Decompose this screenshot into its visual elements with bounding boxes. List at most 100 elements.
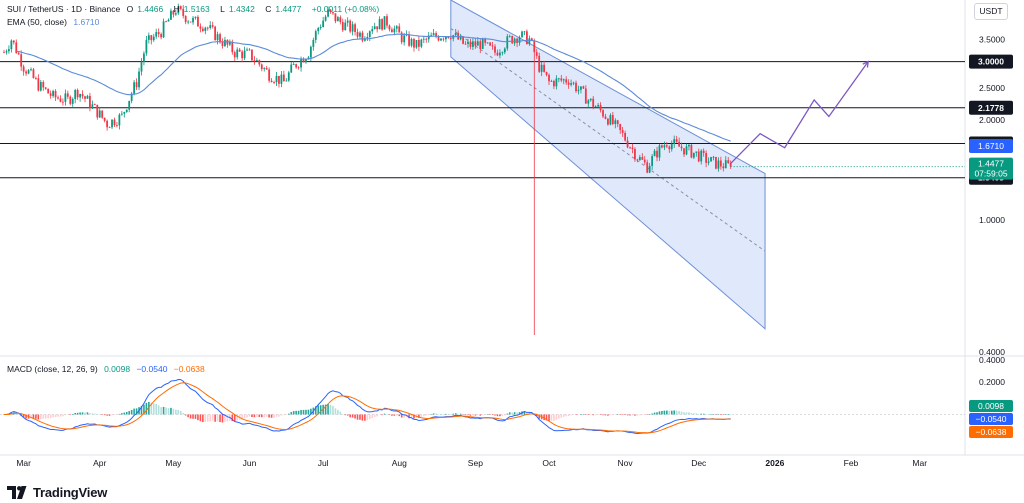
ema-price-label: 1.6710 (978, 141, 1004, 151)
macd-histogram-bar (450, 414, 452, 415)
macd-histogram-bar (378, 414, 381, 415)
level-price-badge (969, 54, 1013, 69)
macd-histogram-bar (599, 414, 602, 415)
macd-histogram-bar (423, 414, 425, 417)
macd-histogram-bar (710, 414, 712, 415)
macd-histogram-bar (523, 411, 526, 415)
candle-body (584, 88, 587, 104)
candle-body (184, 15, 187, 23)
macd-histogram-bar (233, 414, 236, 422)
x-tick-label: Dec (691, 458, 707, 468)
macd-histogram-bar (209, 414, 212, 422)
macd-histogram-bar (145, 402, 148, 415)
candle-body (290, 64, 293, 73)
macd-histogram-bar (504, 414, 506, 416)
candle-body (25, 71, 27, 74)
candle-body (12, 40, 15, 43)
candle-body (442, 38, 445, 40)
macd-y-tick-label: 0.2000 (979, 377, 1005, 387)
candle-body (52, 91, 54, 96)
candle-body (135, 82, 138, 88)
candle-body (550, 80, 553, 82)
macd-histogram-bar (59, 414, 62, 417)
currency-button[interactable]: USDT (974, 3, 1008, 20)
candle-body (555, 78, 558, 87)
macd-histogram-bar (651, 413, 653, 415)
macd-histogram-bar (361, 414, 364, 421)
candle-body (275, 75, 278, 83)
candle-body (246, 49, 248, 51)
macd-histogram-bar (678, 411, 680, 415)
open-label: O (126, 4, 134, 14)
macd-histogram-bar (364, 414, 366, 421)
candle-body (49, 93, 52, 96)
candle-body (54, 91, 57, 98)
candle-body (238, 49, 241, 52)
macd-histogram-bar (22, 414, 25, 418)
macd-histogram-bar (133, 408, 135, 415)
candle-body (467, 41, 469, 44)
candle-body (481, 38, 484, 49)
macd-histogram-bar (685, 412, 688, 415)
candle-body (499, 52, 501, 56)
macd-histogram-bar (101, 414, 103, 415)
candle-body (37, 78, 40, 91)
candle-body (427, 35, 430, 40)
candle-body (366, 36, 369, 39)
candle-body (152, 36, 155, 41)
macd-histogram-bar (707, 414, 710, 415)
macd-histogram-bar (614, 414, 617, 415)
ema-legend[interactable]: EMA (50, close) 1.6710 (7, 17, 103, 28)
level-price-label: 2.1778 (978, 103, 1004, 113)
macd-histogram-bar (135, 408, 138, 415)
macd-histogram-bar (607, 414, 609, 416)
macd-value-label: −0.0638 (976, 427, 1007, 437)
macd-histogram-bar (67, 414, 69, 415)
macd-histogram-bar (270, 414, 273, 418)
candle-body (653, 150, 656, 157)
candle-body (641, 157, 644, 160)
macd-histogram-bar (152, 403, 155, 415)
macd-histogram-bar (116, 414, 118, 415)
macd-histogram-bar (199, 414, 202, 422)
candle-body (673, 139, 676, 145)
candle-body (297, 67, 300, 69)
candle-body (216, 34, 219, 41)
macd-histogram-bar (629, 414, 631, 416)
candle-body (393, 28, 396, 33)
symbol-title[interactable]: SUI / TetherUS · 1D · Binance (7, 4, 121, 14)
candle-body (658, 145, 661, 158)
macd-histogram-bar (545, 414, 548, 421)
macd-line (3, 378, 731, 434)
candle-body (599, 105, 602, 111)
macd-histogram-bar (253, 414, 256, 418)
macd-histogram-bar (248, 414, 251, 417)
candle-body (71, 99, 74, 104)
macd-histogram-bar (459, 413, 462, 415)
candle-body (302, 58, 305, 63)
macd-histogram-bar (386, 414, 388, 415)
macd-line-value: −0.0540 (136, 364, 168, 374)
tradingview-wordmark: TradingView (33, 484, 108, 500)
macd-histogram-bar (602, 414, 604, 416)
candle-body (560, 78, 563, 81)
macd-legend[interactable]: MACD (close, 12, 26, 9) 0.0098 −0.0540 −… (7, 364, 209, 375)
macd-histogram-bar (582, 414, 585, 415)
macd-histogram-bar (32, 414, 35, 419)
macd-histogram-bar (580, 414, 582, 415)
candle-body (209, 25, 212, 28)
candle-body (540, 64, 543, 72)
candle-body (408, 34, 410, 46)
candle-body (111, 119, 113, 128)
tradingview-logo[interactable]: TradingView (7, 484, 107, 500)
candle-body (629, 147, 631, 149)
candle-body (359, 32, 361, 37)
macd-histogram-bar (457, 413, 459, 415)
candle-body (712, 156, 715, 158)
macd-histogram-bar (491, 414, 494, 415)
candle-body (81, 94, 84, 97)
macd-histogram-bar (430, 414, 432, 415)
